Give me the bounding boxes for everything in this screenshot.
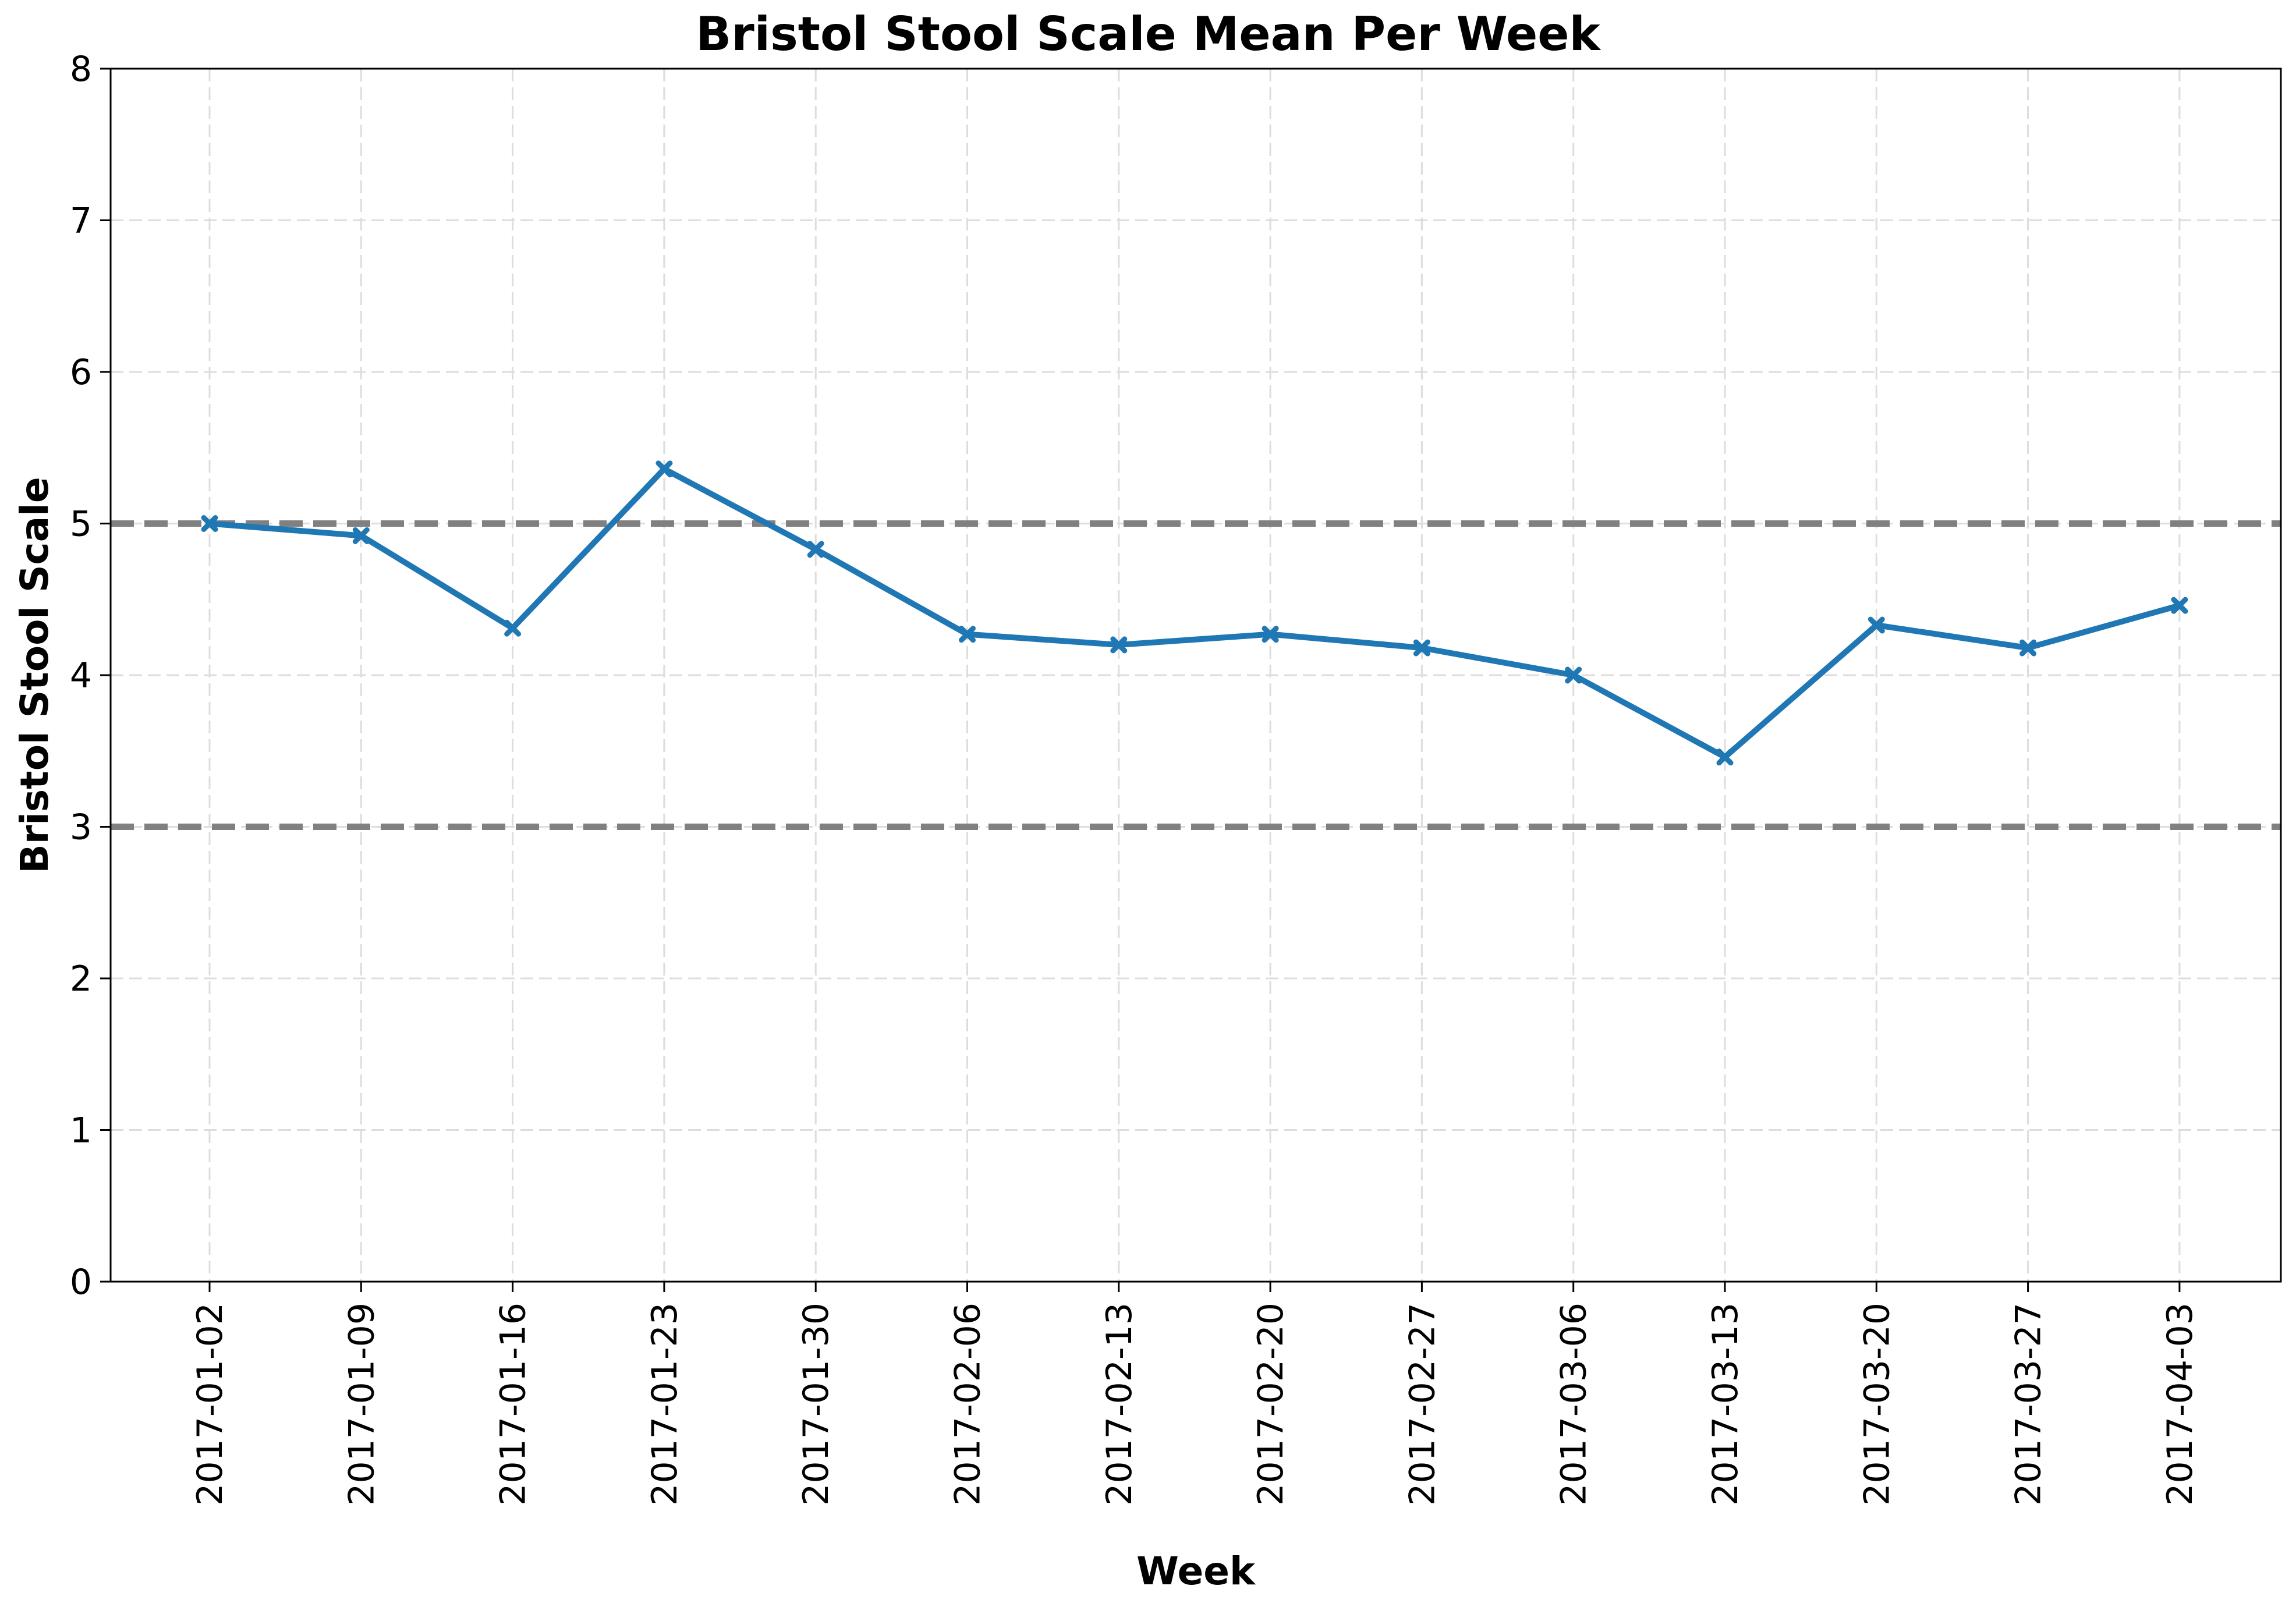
x-tick-label: 2017-01-30 [796,1303,837,1506]
data-point-marker [504,619,522,637]
y-tick-label: 7 [70,201,92,242]
x-tick-label: 2017-03-27 [2008,1303,2049,1506]
y-tick-label: 6 [70,352,92,393]
data-point-marker [201,515,218,532]
x-tick-label: 2017-04-03 [2160,1303,2201,1506]
data-point-marker [2171,597,2188,614]
data-point-marker [959,626,976,643]
x-tick-label: 2017-03-20 [1856,1303,1897,1506]
data-point-marker [1110,636,1128,654]
x-tick-label: 2017-01-02 [190,1303,231,1506]
data-point-marker [1413,639,1430,657]
x-tick-label: 2017-02-06 [948,1303,988,1506]
y-tick-label: 8 [70,49,92,90]
x-tick-label: 2017-02-27 [1402,1303,1443,1506]
y-tick-label: 1 [70,1111,92,1151]
y-axis-title: Bristol Stool Scale [12,477,57,873]
data-series [201,460,2188,766]
y-tick-label: 4 [70,655,92,696]
y-tick-label: 0 [70,1262,92,1303]
x-axis-title: Week [1136,1549,1256,1594]
x-tick-label: 2017-02-20 [1250,1303,1291,1506]
x-tick-label: 2017-03-06 [1554,1303,1595,1506]
reference-lines [111,520,2281,830]
data-point-marker [656,460,673,478]
data-point-marker [2019,639,2037,657]
y-axis-ticks: 0 1 2 3 4 5 6 7 8 [70,49,111,1303]
y-tick-label: 3 [70,807,92,848]
data-point-marker [1565,666,1582,684]
data-point-marker [1868,616,1885,634]
x-tick-label: 2017-01-23 [644,1303,685,1506]
data-point-marker [1262,626,1279,643]
x-tick-label: 2017-02-13 [1099,1303,1140,1506]
y-tick-label: 5 [70,504,92,545]
x-tick-label: 2017-01-16 [493,1303,534,1506]
data-point-marker [1716,748,1734,766]
x-tick-label: 2017-03-13 [1705,1303,1746,1506]
x-tick-label: 2017-01-09 [341,1303,382,1506]
x-axis-ticks: 2017-01-02 2017-01-09 2017-01-16 2017-01-23… [190,1282,2201,1506]
chart-title: Bristol Stool Scale Mean Per Week [696,7,1601,61]
data-point-marker [352,527,370,544]
y-tick-label: 2 [70,959,92,999]
data-point-marker [807,541,824,558]
series-line [207,466,2182,760]
